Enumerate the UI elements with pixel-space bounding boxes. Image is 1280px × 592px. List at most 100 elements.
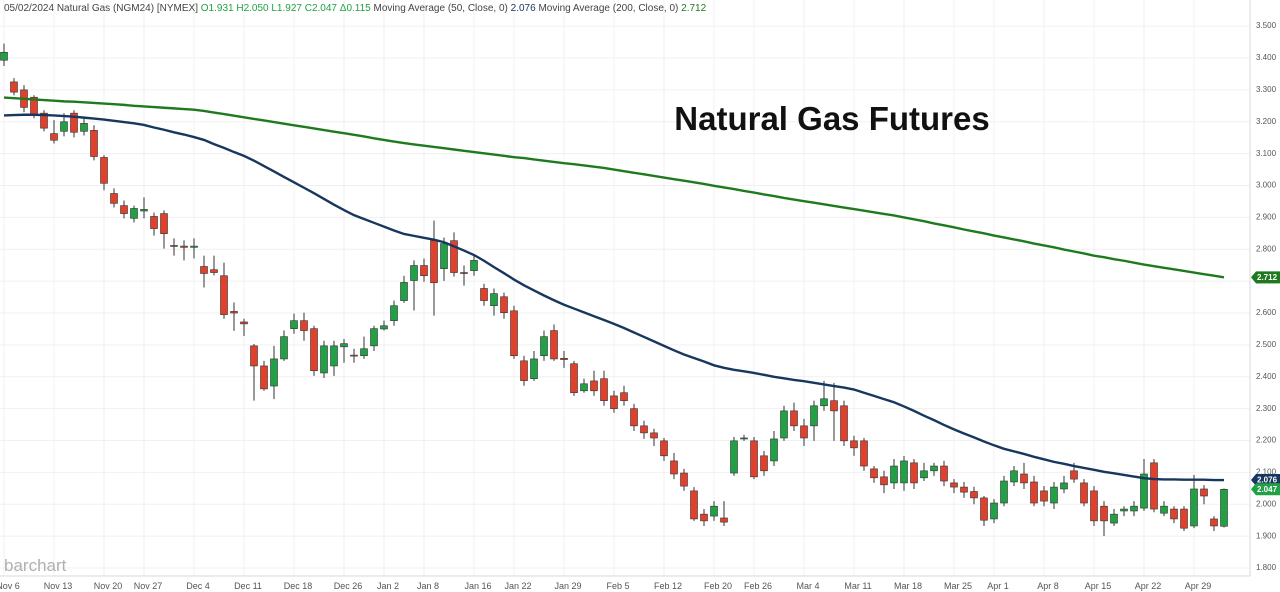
legend-value: 2.076 (511, 3, 536, 14)
candle-body (1050, 486, 1058, 504)
candle-body (1080, 482, 1088, 504)
candle-body (1190, 488, 1198, 527)
instrument: 05/02/2024 Natural Gas (NGM24) [NYMEX] (4, 3, 198, 14)
candle-body (820, 398, 828, 407)
candle-body (720, 517, 728, 523)
candle-body (520, 360, 528, 381)
watermark: barchart (4, 556, 67, 575)
candle-body (900, 460, 908, 484)
y-tick-label: 3.300 (1256, 85, 1277, 94)
candle-body (730, 440, 738, 474)
candle-body (450, 240, 458, 273)
candle-body (350, 354, 358, 357)
candle-body (1070, 470, 1078, 480)
x-tick-label: Feb 26 (744, 581, 772, 591)
x-tick-label: Mar 18 (894, 581, 922, 591)
candle-body (70, 112, 78, 133)
candle-body (940, 465, 948, 482)
candle-body (560, 357, 568, 360)
y-tick-label: 1.800 (1256, 563, 1277, 572)
candle-body (490, 293, 498, 306)
candle-body (90, 130, 98, 157)
candle-body (1060, 482, 1068, 490)
candle-body (320, 345, 328, 374)
candle-body (770, 438, 778, 462)
candle-body (0, 51, 8, 61)
header: 05/02/2024 Natural Gas (NGM24) [NYMEX] O… (4, 3, 707, 14)
candle-body (760, 455, 768, 472)
candle-body (640, 425, 648, 434)
x-tick-label: Jan 16 (464, 581, 491, 591)
candle-body (440, 243, 448, 270)
candle-body (550, 330, 558, 360)
candle-body (400, 282, 408, 301)
candle-body (290, 320, 298, 329)
candle-body (500, 296, 508, 314)
candle-body (1030, 481, 1038, 504)
price-badge-label: 2.712 (1257, 273, 1278, 282)
x-tick-label: Apr 22 (1135, 581, 1162, 591)
quote: O1.931 H2.050 L1.927 C2.047 Δ0.115 (201, 3, 371, 14)
candle-body (800, 425, 808, 439)
candle-body (10, 81, 18, 93)
candle-body (60, 121, 68, 132)
candle-body (850, 440, 858, 449)
legend-value: 2.712 (681, 3, 706, 14)
candle-body (580, 383, 588, 392)
candle-body (810, 405, 818, 427)
candle-body (1140, 473, 1148, 509)
x-tick-label: Apr 8 (1037, 581, 1059, 591)
candle-body (950, 482, 958, 488)
candle-body (790, 410, 798, 427)
candle-body (200, 266, 208, 274)
x-tick-label: Nov 6 (0, 581, 20, 591)
y-tick-label: 2.800 (1256, 244, 1277, 253)
x-tick-label: Mar 4 (796, 581, 819, 591)
candle-body (80, 123, 88, 132)
candle-body (870, 468, 878, 479)
candle-body (160, 213, 168, 234)
candle-body (910, 462, 918, 484)
candle-body (510, 310, 518, 357)
candle-body (670, 460, 678, 475)
y-tick-label: 3.200 (1256, 117, 1277, 126)
candle-body (340, 343, 348, 348)
candle-body (540, 336, 548, 357)
candle-body (630, 408, 638, 427)
y-tick-label: 2.900 (1256, 213, 1277, 222)
y-tick-label: 2.000 (1256, 499, 1277, 508)
candle-body (120, 205, 128, 214)
x-tick-label: Dec 11 (234, 581, 262, 591)
candle-body (680, 472, 688, 487)
candle-body (410, 265, 418, 281)
candle-body (100, 157, 108, 184)
x-tick-label: Feb 20 (704, 581, 732, 591)
price-badge (1251, 271, 1280, 284)
y-tick-label: 3.000 (1256, 181, 1277, 190)
candle-body (170, 245, 178, 247)
candle-body (1160, 505, 1168, 514)
candle-body (50, 133, 58, 141)
candle-body (750, 440, 758, 478)
x-tick-label: Feb 12 (654, 581, 682, 591)
candle-body (1180, 508, 1188, 529)
candle-body (1120, 508, 1128, 512)
candle-body (980, 497, 988, 521)
y-tick-label: 2.600 (1256, 308, 1277, 317)
x-tick-label: Feb 5 (606, 581, 629, 591)
y-tick-label: 2.300 (1256, 404, 1277, 413)
candle-body (460, 272, 468, 274)
candle-body (210, 269, 218, 273)
candle-body (190, 245, 198, 248)
x-tick-label: Jan 8 (417, 581, 439, 591)
chart-title: Natural Gas Futures (674, 100, 989, 137)
candle-body (140, 209, 148, 212)
ma-line (3, 113, 1224, 482)
candle-body (430, 240, 438, 284)
x-tick-label: Jan 2 (377, 581, 399, 591)
x-tick-label: Nov 13 (44, 581, 73, 591)
y-tick-label: 3.500 (1256, 21, 1277, 30)
candle-body (370, 328, 378, 347)
candle-body (620, 392, 628, 401)
